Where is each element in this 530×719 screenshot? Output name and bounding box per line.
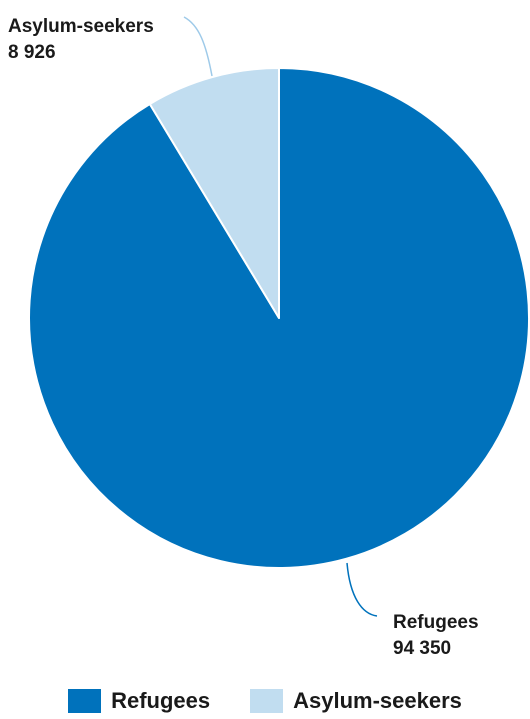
- pie-slice-asylum-seekers: [148, 67, 280, 319]
- pie-chart-svg: Refugees 94 350 Asylum-seekers 8 926: [8, 16, 530, 659]
- leader-line-refugees: [346, 562, 378, 617]
- legend-swatch-asylum-seekers: [250, 689, 284, 713]
- slice-label-value-refugees: 94 350: [393, 638, 451, 659]
- pie-slices: [28, 67, 530, 569]
- legend: Refugees Asylum-seekers: [0, 686, 530, 716]
- slice-labels: Refugees 94 350 Asylum-seekers 8 926: [8, 16, 479, 659]
- legend-label-asylum-seekers: Asylum-seekers: [293, 688, 462, 713]
- leader-lines: [183, 16, 378, 617]
- legend-label-refugees: Refugees: [111, 688, 211, 713]
- slice-label-name-refugees: Refugees: [393, 612, 479, 633]
- legend-item-asylum-seekers: Asylum-seekers: [250, 688, 462, 714]
- legend-item-refugees: Refugees: [68, 688, 210, 714]
- leader-line-asylum-seekers: [183, 16, 213, 77]
- legend-swatch-refugees: [68, 689, 102, 713]
- slice-label-value-asylum-seekers: 8 926: [8, 42, 56, 63]
- slice-label-name-asylum-seekers: Asylum-seekers: [8, 16, 154, 37]
